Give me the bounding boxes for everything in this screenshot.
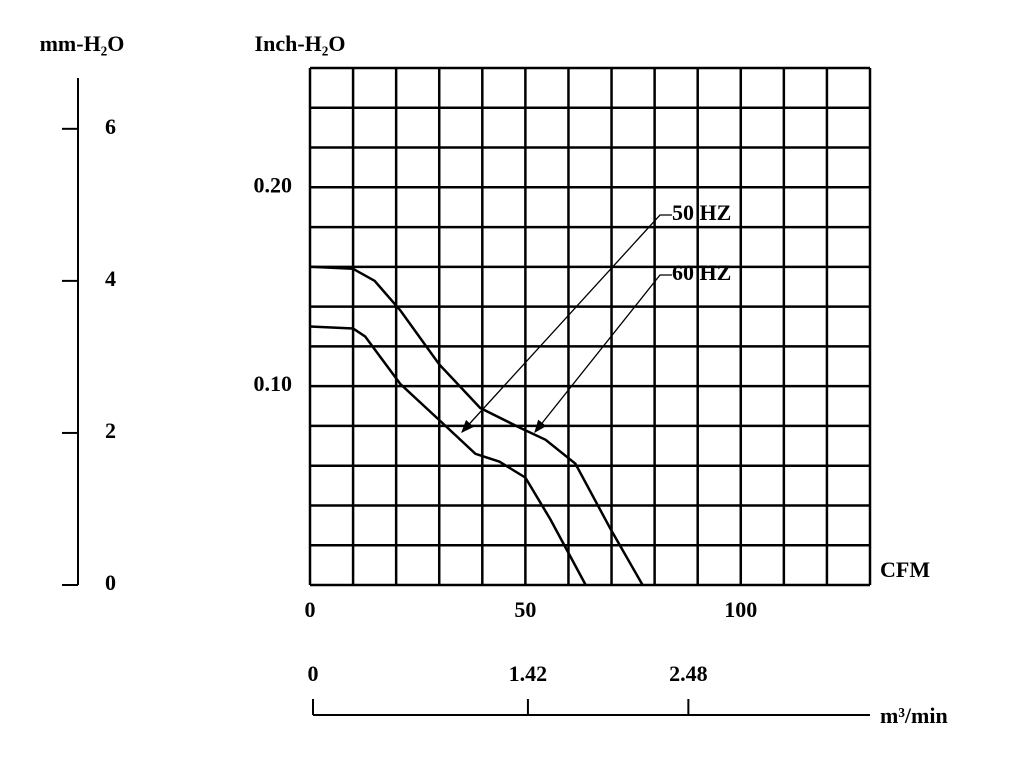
y-tick-label: 0.10 bbox=[254, 371, 293, 396]
x2-tick-label: 0 bbox=[308, 661, 319, 686]
series-label: 60 HZ bbox=[672, 260, 731, 285]
y2-tick-label: 2 bbox=[105, 418, 116, 443]
leader-arrow bbox=[461, 214, 672, 433]
leader-arrow bbox=[534, 274, 672, 434]
curve bbox=[309, 265, 644, 586]
x-tick-label: 50 bbox=[514, 597, 536, 622]
series-label: 50 HZ bbox=[672, 200, 731, 225]
x2-tick-label: 1.42 bbox=[509, 661, 548, 686]
y-axis-label: Inch-H₂O bbox=[255, 31, 346, 56]
y-tick-label: 0.20 bbox=[254, 172, 293, 197]
x2-axis-label: m³/min bbox=[880, 703, 948, 728]
x2-tick-label: 2.48 bbox=[669, 661, 708, 686]
y2-axis-label: mm-H₂O bbox=[40, 31, 125, 56]
x-tick-label: 0 bbox=[305, 597, 316, 622]
x-tick-label: 100 bbox=[724, 597, 757, 622]
y2-tick-label: 6 bbox=[105, 114, 116, 139]
curve bbox=[309, 325, 587, 586]
y2-tick-label: 4 bbox=[105, 266, 116, 291]
y2-tick-label: 0 bbox=[105, 570, 116, 595]
x-axis-label: CFM bbox=[880, 557, 930, 582]
